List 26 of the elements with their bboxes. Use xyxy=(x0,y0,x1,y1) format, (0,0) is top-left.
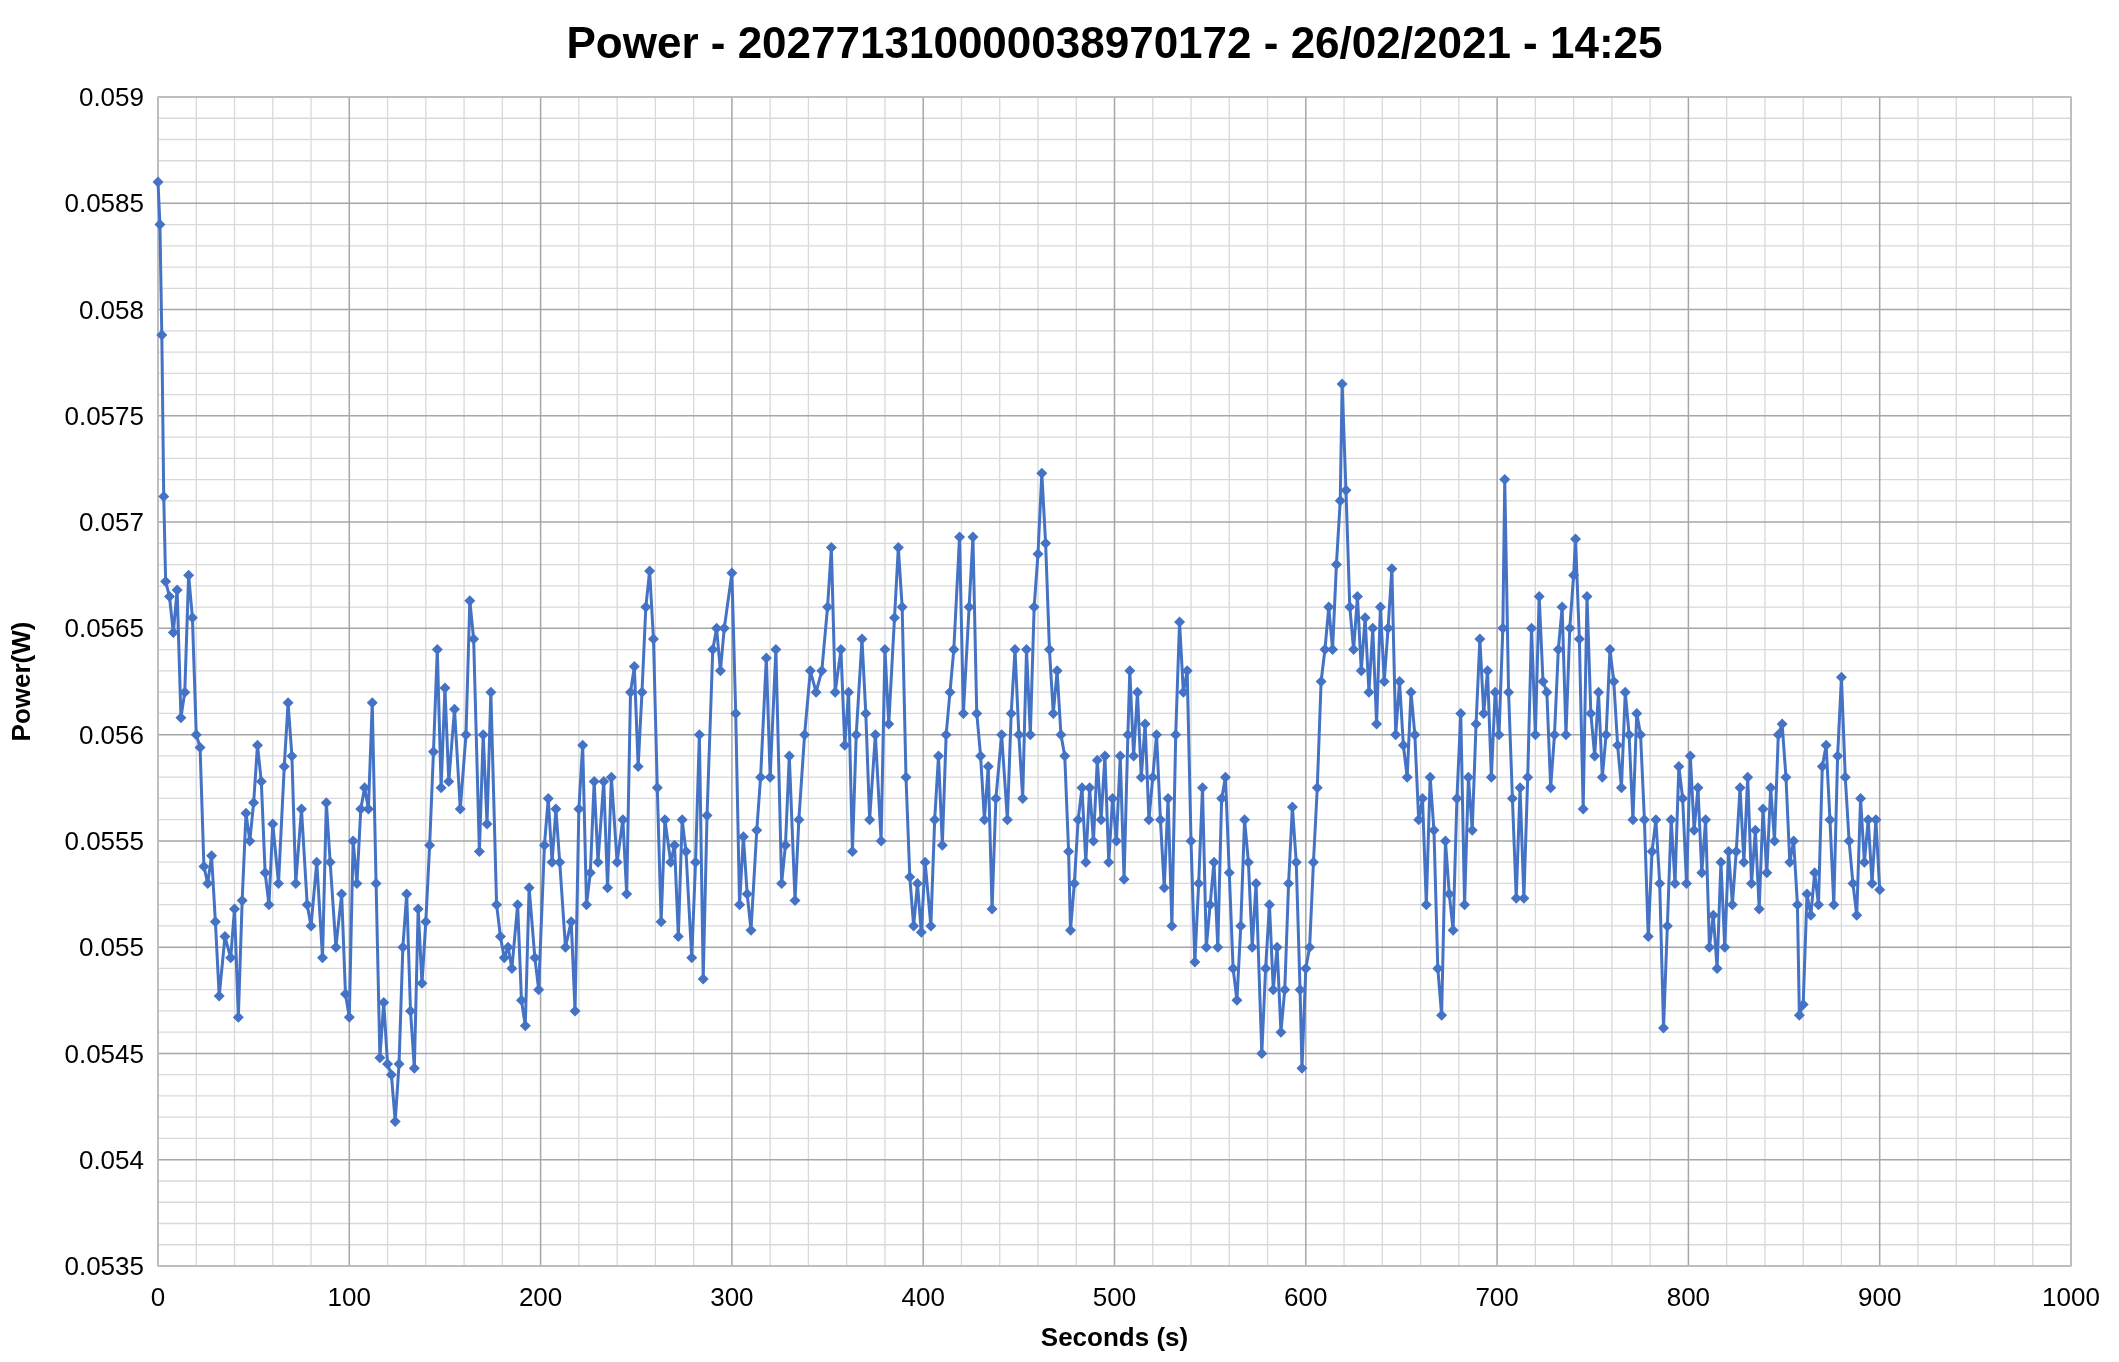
x-tick-label: 700 xyxy=(1475,1282,1519,1312)
y-tick-label: 0.055 xyxy=(78,932,144,963)
y-tick-label: 0.0565 xyxy=(64,613,144,644)
x-tick-label: 400 xyxy=(901,1282,945,1312)
x-axis-title: Seconds (s) xyxy=(1040,1322,1189,1352)
x-tick-label: 0 xyxy=(150,1282,166,1312)
y-axis-title: Power(W) xyxy=(6,621,36,742)
y-tick-label: 0.059 xyxy=(78,82,144,113)
y-tick-label: 0.058 xyxy=(78,294,144,325)
chart-title: Power - 202771310000038970172 - 26/02/2021 - 14:25 xyxy=(566,18,1663,67)
x-tick-label: 900 xyxy=(1858,1282,1902,1312)
y-tick-label: 0.0555 xyxy=(64,826,144,857)
x-tick-label: 600 xyxy=(1284,1282,1328,1312)
y-tick-label: 0.057 xyxy=(78,507,144,538)
y-tick-label: 0.0545 xyxy=(64,1038,144,1069)
x-tick-label: 300 xyxy=(710,1282,754,1312)
x-tick-label: 200 xyxy=(518,1282,563,1312)
y-tick-label: 0.0535 xyxy=(64,1251,144,1282)
y-tick-label: 0.054 xyxy=(78,1144,144,1175)
y-tick-label: 0.0575 xyxy=(64,400,144,431)
x-tick-label: 1000 xyxy=(2042,1282,2100,1312)
x-tick-label: 800 xyxy=(1666,1282,1711,1312)
x-tick-label: 500 xyxy=(1092,1282,1137,1312)
y-tick-label: 0.0585 xyxy=(64,188,144,219)
y-tick-label: 0.056 xyxy=(78,719,144,750)
x-tick-label: 100 xyxy=(327,1282,371,1312)
